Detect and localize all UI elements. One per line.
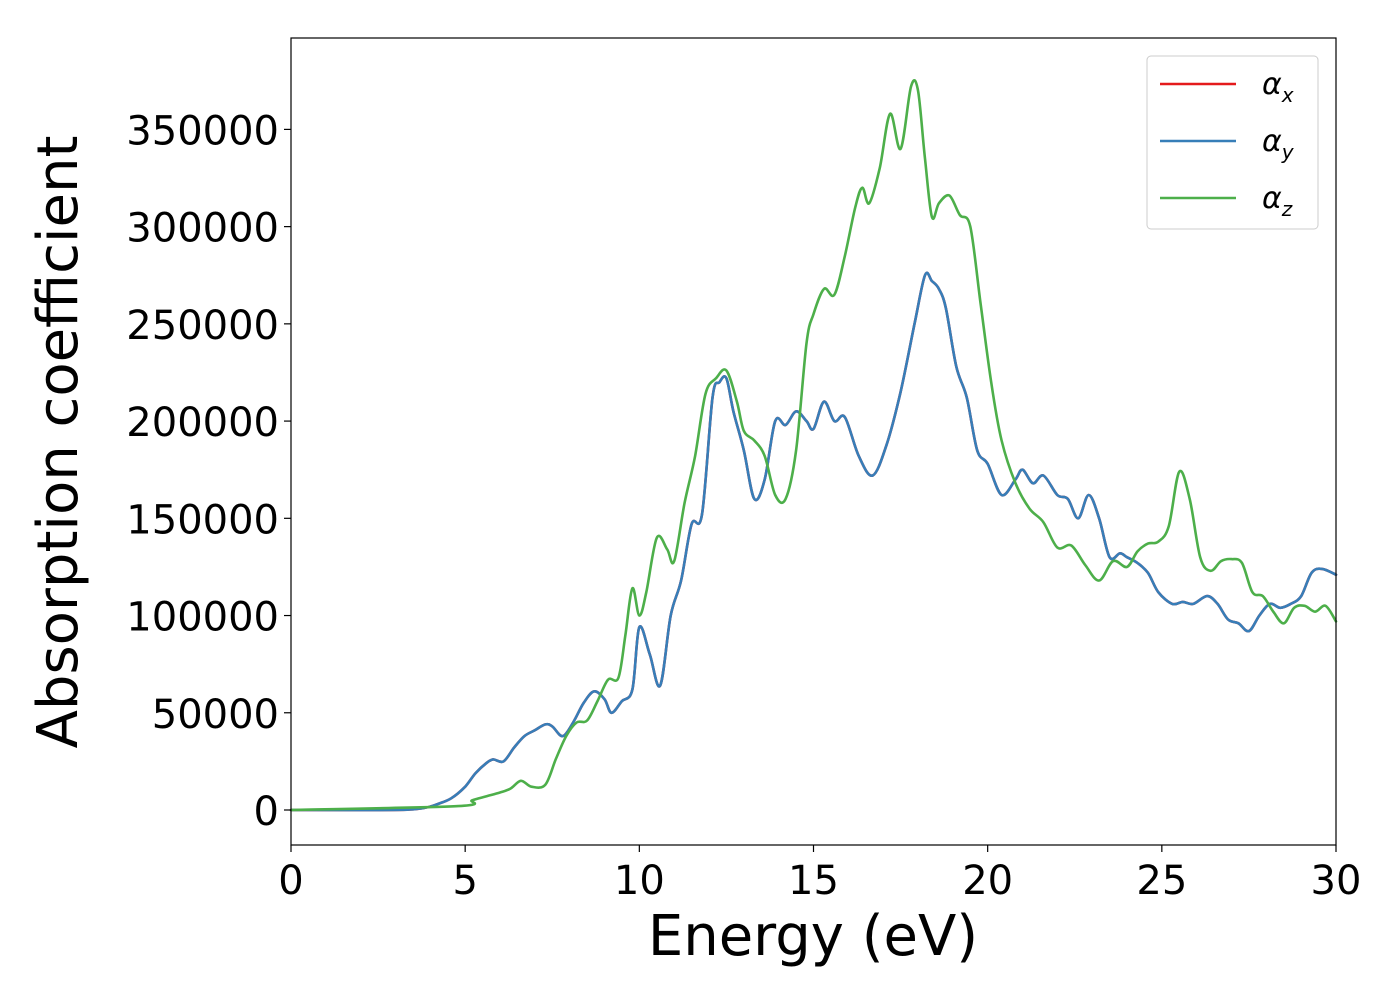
legend-label-subscript: y — [1281, 140, 1295, 164]
legend-label-base: α — [1262, 124, 1282, 159]
y-tick-label: 100000 — [126, 595, 279, 641]
legend-box — [1146, 55, 1319, 230]
legend-label-subscript: z — [1281, 197, 1293, 221]
legend-label-base: α — [1262, 67, 1282, 102]
x-tick-label: 20 — [962, 858, 1013, 904]
y-tick-label: 350000 — [126, 108, 279, 154]
series-lines — [289, 79, 1338, 812]
y-tick-label: 150000 — [126, 497, 279, 543]
x-axis-title: Energy (eV) — [648, 904, 978, 969]
x-tick-label: 15 — [788, 858, 839, 904]
x-tick-label: 25 — [1136, 858, 1187, 904]
x-axis: 0 5 10 15 20 25 30 — [278, 845, 1361, 904]
y-tick-label: 250000 — [126, 303, 279, 349]
x-tick-label: 0 — [278, 858, 303, 904]
y-axis-title: Absorption coefficient — [26, 136, 91, 749]
x-tick-label: 10 — [614, 858, 665, 904]
legend-label-z: αz — [1262, 181, 1293, 221]
y-tick-label: 300000 — [126, 206, 279, 252]
legend-label-y: αy — [1262, 124, 1295, 164]
legend-label-base: α — [1262, 181, 1282, 216]
y-axis: 0 50000 100000 150000 200000 250000 300000 3500… — [126, 108, 291, 835]
series-line-z — [289, 79, 1338, 812]
x-tick-label: 30 — [1311, 858, 1362, 904]
series-line-y — [289, 271, 1338, 812]
y-tick-label: 200000 — [126, 400, 279, 446]
legend-label-x: αx — [1262, 67, 1294, 107]
x-tick-label: 5 — [452, 858, 477, 904]
y-tick-label: 0 — [254, 789, 279, 835]
legend-label-subscript: x — [1281, 83, 1294, 107]
y-tick-label: 50000 — [152, 692, 279, 738]
